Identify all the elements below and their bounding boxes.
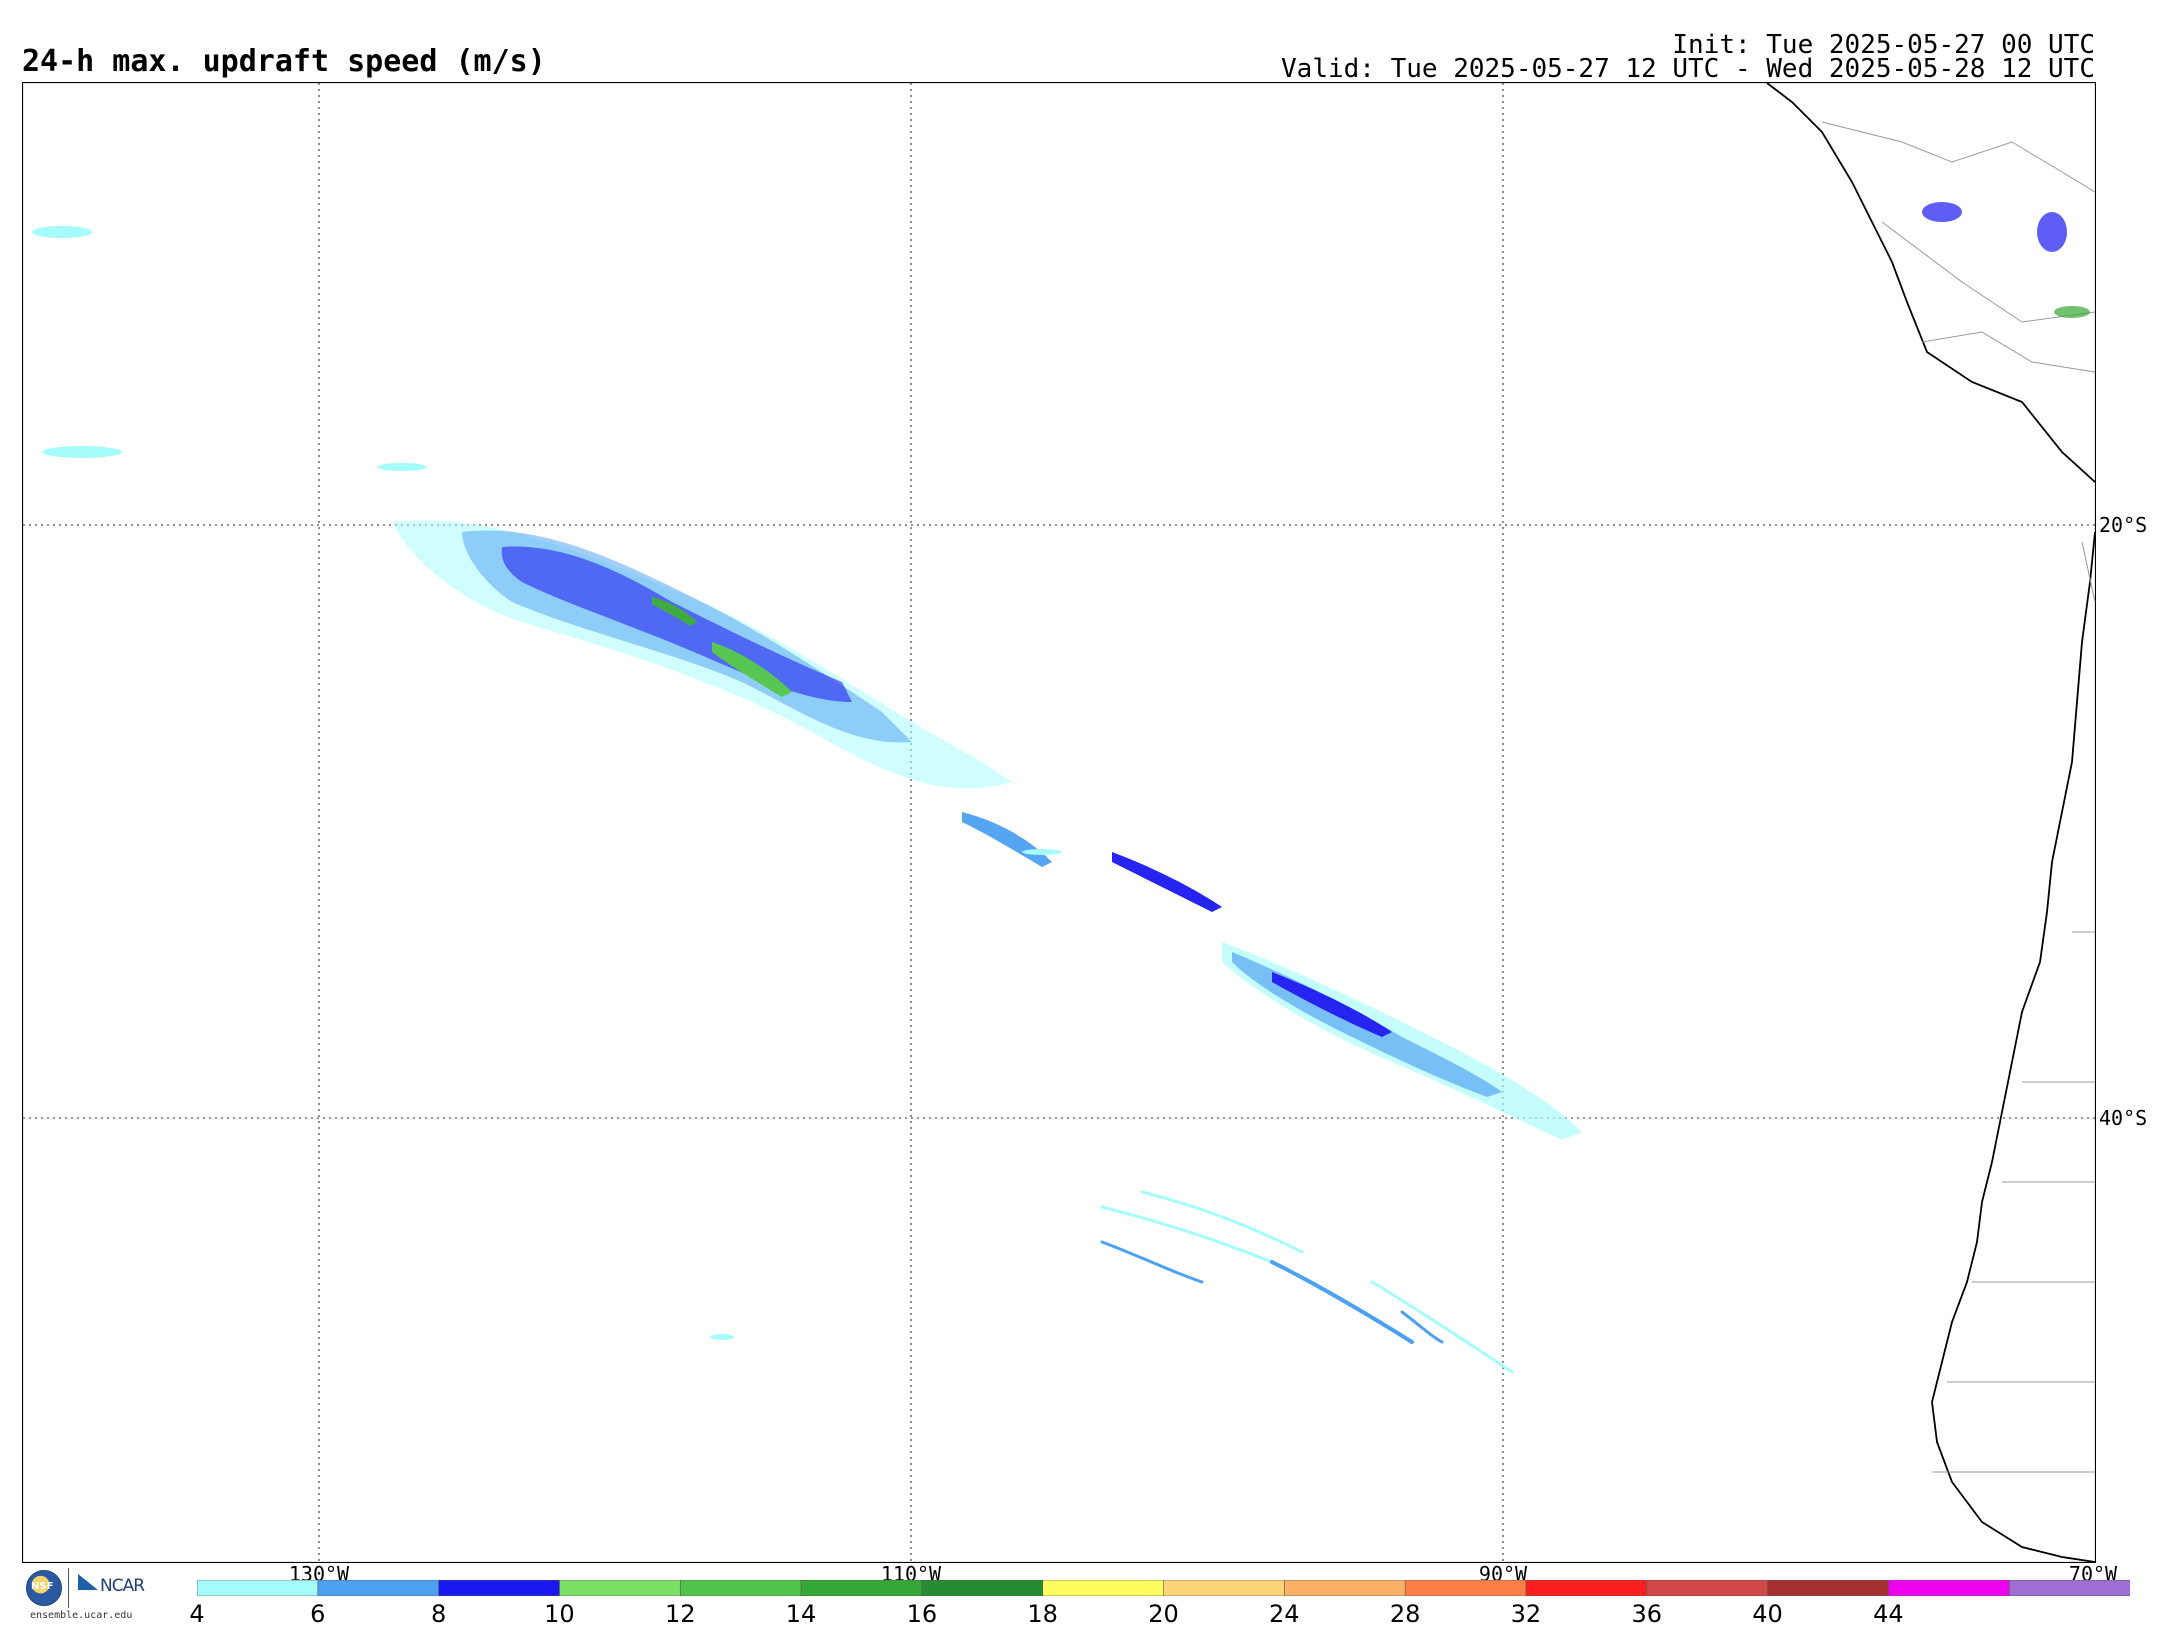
updraft-band-north xyxy=(392,520,1012,789)
streak-d xyxy=(1270,1260,1414,1344)
colorbar-bin-9 xyxy=(1284,1580,1406,1596)
streak-c xyxy=(1100,1240,1204,1284)
colorbar-tick-label: 14 xyxy=(785,1600,817,1628)
colorbar-bin-6 xyxy=(921,1580,1044,1596)
updraft-scattered xyxy=(32,226,1062,1340)
init-time: Init: Tue 2025-05-27 00 UTC xyxy=(1672,30,2095,60)
border-1 xyxy=(1821,121,2096,193)
colorbar-tick-label: 32 xyxy=(1510,1600,1542,1628)
colorbar-tick-label: 6 xyxy=(310,1600,326,1628)
updraft-andes xyxy=(1922,202,2090,318)
graticule xyxy=(23,83,2095,1562)
updraft-band-south xyxy=(1100,1190,1514,1374)
logo-separator xyxy=(68,1568,69,1608)
logos: NSF NCAR ensemble.ucar.edu xyxy=(24,1568,160,1624)
colorbar-tick-label: 36 xyxy=(1631,1600,1663,1628)
patch-3 xyxy=(377,463,427,471)
lat-label-20s: 20°S xyxy=(2099,513,2148,537)
colorbar-bin-2 xyxy=(438,1580,561,1596)
streak-b xyxy=(1140,1190,1304,1254)
colorbar-bin-1 xyxy=(317,1580,440,1596)
border-2 xyxy=(1881,221,2096,323)
patch-1 xyxy=(32,226,92,238)
map-title: 24-h max. updraft speed (m/s) xyxy=(22,44,546,79)
updraft-map xyxy=(22,82,2096,1563)
streak-e xyxy=(1370,1280,1514,1374)
colorbar-tick-label: 4 xyxy=(189,1600,205,1628)
colorbar-bin-8 xyxy=(1163,1580,1286,1596)
valid-time: Valid: Tue 2025-05-27 12 UTC - Wed 2025-… xyxy=(1281,54,2095,84)
patch-4 xyxy=(710,1334,734,1340)
colorbar-tick-label: 12 xyxy=(664,1600,696,1628)
colorbar-tick-label: 18 xyxy=(1027,1600,1058,1628)
colorbar-tick-label: 24 xyxy=(1269,1600,1300,1628)
andes-patch-1 xyxy=(1922,202,1962,222)
coast-chile xyxy=(1931,531,2096,1563)
colorbar-tick-label: 40 xyxy=(1752,1600,1783,1628)
updraft-area-south-strong xyxy=(1272,972,1392,1037)
ncar-mark-icon xyxy=(78,1574,98,1590)
colorbar-tick-label: 44 xyxy=(1873,1600,1904,1628)
streak-a xyxy=(1100,1205,1274,1264)
colorbar-tick-label: 20 xyxy=(1148,1600,1179,1628)
nsf-logo: NSF xyxy=(26,1570,62,1606)
patch-5 xyxy=(1022,849,1062,855)
colorbar-bin-13 xyxy=(1767,1580,1890,1596)
colorbar-tick-label: 10 xyxy=(544,1600,575,1628)
colorbar-bin-3 xyxy=(559,1580,682,1596)
updraft-area-green-2 xyxy=(652,597,697,626)
patch-2 xyxy=(42,446,122,458)
colorbar-bin-4 xyxy=(679,1580,802,1596)
colorbar-bin-12 xyxy=(1646,1580,1769,1596)
colorbar-bin-14 xyxy=(1888,1580,2010,1596)
colorbar-tick-label: 16 xyxy=(906,1600,938,1628)
colorbar-bin-0 xyxy=(197,1580,319,1596)
colorbar-bin-15 xyxy=(2008,1580,2130,1596)
coast-peru xyxy=(1766,82,2096,483)
ncar-logo: NCAR xyxy=(100,1576,145,1596)
colorbar-tick-label: 28 xyxy=(1389,1600,1421,1628)
updraft-band-middle xyxy=(962,812,1582,1140)
colorbar-bin-10 xyxy=(1404,1580,1527,1596)
site-url: ensemble.ucar.edu xyxy=(30,1610,133,1621)
updraft-area-green xyxy=(712,642,792,697)
colorbar-tick-label: 8 xyxy=(430,1600,447,1628)
map-frame xyxy=(22,82,2096,1563)
colorbar xyxy=(197,1580,2130,1596)
andes-patch-2 xyxy=(2037,212,2067,252)
colorbar-bin-11 xyxy=(1525,1580,1648,1596)
streak-f xyxy=(1400,1310,1444,1344)
updraft-area-strong xyxy=(501,546,852,702)
andes-patch-3 xyxy=(2054,306,2090,318)
updraft-streak-2 xyxy=(1112,852,1222,912)
border-3 xyxy=(1921,331,2096,373)
colorbar-bin-5 xyxy=(800,1580,923,1596)
borders xyxy=(1821,121,2096,1473)
border-4 xyxy=(2081,541,2096,603)
south-america xyxy=(1766,82,2096,1563)
colorbar-bin-7 xyxy=(1042,1580,1165,1596)
lat-label-40s: 40°S xyxy=(2099,1106,2148,1130)
